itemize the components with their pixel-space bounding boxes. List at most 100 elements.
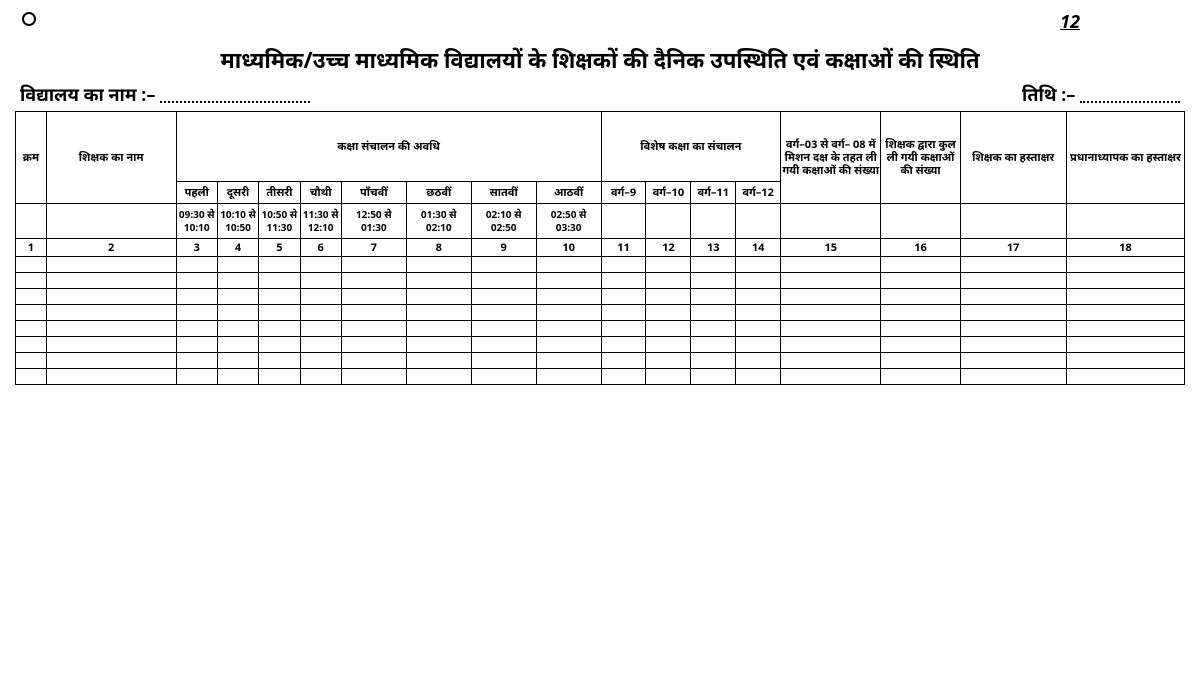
date-blank	[1080, 89, 1180, 103]
empty-cell	[1066, 353, 1184, 369]
varg-12: वर्ग–12	[736, 182, 781, 204]
empty-cell	[691, 353, 736, 369]
empty-cell	[646, 337, 691, 353]
empty-cell	[406, 305, 471, 321]
empty-cell	[1066, 273, 1184, 289]
empty-cell	[471, 353, 536, 369]
empty-cell	[406, 353, 471, 369]
number-row: 1 2 3 4 5 6 7 8 9 10 11 12 13 14 15 16 1…	[16, 239, 1185, 257]
period-8: आठवीं	[536, 182, 601, 204]
table-row	[16, 369, 1185, 385]
empty-cell	[781, 257, 881, 273]
table-row	[16, 273, 1185, 289]
empty-cell	[736, 257, 781, 273]
coln-14: 14	[736, 239, 781, 257]
empty-cell	[881, 353, 960, 369]
empty-cell	[781, 305, 881, 321]
varg-11: वर्ग–11	[691, 182, 736, 204]
period-3: तीसरी	[259, 182, 300, 204]
empty-cell	[471, 273, 536, 289]
empty-cell	[16, 337, 47, 353]
empty-cell	[16, 353, 47, 369]
empty-cell	[300, 321, 341, 337]
empty-cell	[646, 369, 691, 385]
empty-cell	[406, 321, 471, 337]
empty-cell	[300, 273, 341, 289]
coln-11: 11	[601, 239, 646, 257]
coln-7: 7	[341, 239, 406, 257]
empty-cell	[691, 273, 736, 289]
varg-9: वर्ग–9	[601, 182, 646, 204]
empty-cell	[881, 369, 960, 385]
empty-cell	[536, 321, 601, 337]
empty-cell	[16, 273, 47, 289]
empty-cell	[259, 257, 300, 273]
empty-cell	[881, 257, 960, 273]
empty-cell	[341, 273, 406, 289]
time-blank-v12	[736, 204, 781, 239]
empty-cell	[601, 289, 646, 305]
time-blank-17	[960, 204, 1066, 239]
period-6: छठवीं	[406, 182, 471, 204]
empty-cell	[601, 257, 646, 273]
varg-10: वर्ग–10	[646, 182, 691, 204]
empty-cell	[46, 257, 176, 273]
empty-cell	[406, 273, 471, 289]
date-label: तिथि :–	[1022, 83, 1075, 107]
empty-cell	[960, 369, 1066, 385]
circle-mark	[22, 12, 36, 26]
coln-13: 13	[691, 239, 736, 257]
empty-cell	[646, 353, 691, 369]
empty-cell	[217, 257, 258, 273]
empty-cell	[259, 273, 300, 289]
time-1: 09:30 से 10:10	[176, 204, 217, 239]
header-row-1: क्रम शिक्षक का नाम कक्षा संचालन की अवधि …	[16, 112, 1185, 182]
empty-cell	[536, 353, 601, 369]
coln-12: 12	[646, 239, 691, 257]
empty-cell	[217, 353, 258, 369]
empty-cell	[46, 337, 176, 353]
empty-cell	[46, 353, 176, 369]
empty-cell	[736, 353, 781, 369]
empty-cell	[960, 273, 1066, 289]
time-row: 09:30 से 10:10 10:10 से 10:50 10:50 से 1…	[16, 204, 1185, 239]
col-kram: क्रम	[16, 112, 47, 204]
empty-cell	[341, 337, 406, 353]
empty-cell	[1066, 289, 1184, 305]
empty-cell	[341, 257, 406, 273]
empty-cell	[176, 369, 217, 385]
table-row	[16, 321, 1185, 337]
empty-cell	[781, 273, 881, 289]
empty-cell	[406, 257, 471, 273]
empty-cell	[46, 321, 176, 337]
page-title: माध्यमिक/उच्च माध्यमिक विद्यालयों के शिक…	[15, 45, 1185, 75]
coln-18: 18	[1066, 239, 1184, 257]
empty-cell	[341, 353, 406, 369]
empty-cell	[736, 337, 781, 353]
empty-cell	[217, 305, 258, 321]
empty-cell	[1066, 257, 1184, 273]
empty-cell	[176, 353, 217, 369]
empty-cell	[736, 305, 781, 321]
empty-cell	[217, 273, 258, 289]
empty-cell	[176, 321, 217, 337]
time-blank-v11	[691, 204, 736, 239]
time-8: 02:50 से 03:30	[536, 204, 601, 239]
empty-cell	[341, 369, 406, 385]
coln-3: 3	[176, 239, 217, 257]
empty-cell	[781, 369, 881, 385]
empty-cell	[217, 321, 258, 337]
empty-cell	[960, 257, 1066, 273]
table-row	[16, 289, 1185, 305]
empty-cell	[16, 305, 47, 321]
empty-cell	[471, 337, 536, 353]
empty-cell	[691, 305, 736, 321]
coln-2: 2	[46, 239, 176, 257]
coln-1: 1	[16, 239, 47, 257]
coln-4: 4	[217, 239, 258, 257]
empty-cell	[881, 273, 960, 289]
col-total-classes: शिक्षक द्वारा कुल ली गयी कक्षाओं की संख्…	[881, 112, 960, 204]
empty-cell	[16, 289, 47, 305]
period-1: पहली	[176, 182, 217, 204]
empty-cell	[176, 257, 217, 273]
